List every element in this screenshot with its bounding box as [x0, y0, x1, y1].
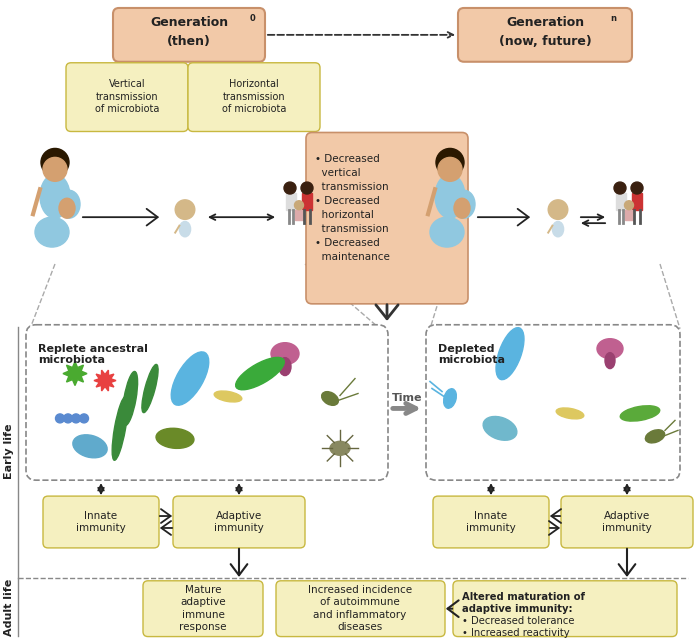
Ellipse shape	[63, 414, 72, 423]
Ellipse shape	[112, 397, 128, 460]
Text: Adaptive
immunity: Adaptive immunity	[602, 511, 652, 533]
FancyBboxPatch shape	[426, 325, 680, 480]
Circle shape	[548, 200, 568, 220]
Bar	[286, 193, 296, 210]
FancyBboxPatch shape	[26, 325, 388, 480]
Ellipse shape	[59, 198, 75, 218]
Text: (now, future): (now, future)	[498, 35, 591, 48]
Ellipse shape	[122, 372, 137, 426]
FancyBboxPatch shape	[173, 496, 305, 548]
Text: Early life: Early life	[4, 424, 14, 479]
Ellipse shape	[56, 414, 65, 423]
FancyBboxPatch shape	[276, 581, 445, 636]
Ellipse shape	[483, 417, 517, 440]
FancyBboxPatch shape	[561, 496, 693, 548]
Ellipse shape	[496, 328, 524, 380]
FancyBboxPatch shape	[188, 62, 320, 131]
Ellipse shape	[620, 406, 660, 421]
Circle shape	[175, 200, 195, 220]
Polygon shape	[94, 370, 116, 391]
Circle shape	[41, 148, 69, 176]
Circle shape	[43, 157, 67, 182]
Ellipse shape	[40, 175, 70, 218]
Bar	[632, 193, 642, 210]
Text: (then): (then)	[167, 35, 211, 48]
Ellipse shape	[435, 175, 465, 218]
Ellipse shape	[58, 190, 80, 218]
FancyBboxPatch shape	[306, 133, 468, 304]
Bar	[625, 210, 633, 220]
Ellipse shape	[556, 408, 584, 419]
Ellipse shape	[271, 343, 299, 365]
Text: Replete ancestral
microbiota: Replete ancestral microbiota	[38, 344, 148, 365]
Text: • Decreased
  vertical
  transmission
• Decreased
  horizontal
  transmission
• : • Decreased vertical transmission • Decr…	[315, 155, 390, 262]
FancyBboxPatch shape	[143, 581, 263, 636]
Circle shape	[436, 148, 464, 176]
Circle shape	[614, 182, 626, 194]
Circle shape	[625, 201, 634, 210]
Ellipse shape	[605, 353, 615, 368]
Ellipse shape	[453, 190, 475, 218]
FancyBboxPatch shape	[113, 8, 265, 62]
Ellipse shape	[645, 430, 665, 443]
Text: Time: Time	[391, 393, 422, 403]
FancyBboxPatch shape	[433, 496, 549, 548]
Ellipse shape	[236, 357, 285, 390]
Text: Innate
immunity: Innate immunity	[76, 511, 126, 533]
Text: n: n	[610, 14, 616, 23]
Ellipse shape	[35, 217, 69, 247]
Circle shape	[284, 182, 296, 194]
Circle shape	[631, 182, 643, 194]
Ellipse shape	[73, 435, 107, 458]
Ellipse shape	[552, 222, 564, 237]
Ellipse shape	[454, 198, 470, 218]
Text: Altered maturation of
adaptive immunity:: Altered maturation of adaptive immunity:	[462, 592, 585, 614]
Text: Horizontal
transmission
of microbiota: Horizontal transmission of microbiota	[222, 79, 286, 115]
Text: Vertical
transmission
of microbiota: Vertical transmission of microbiota	[95, 79, 159, 115]
Circle shape	[301, 182, 313, 194]
Ellipse shape	[142, 365, 158, 413]
Text: Generation: Generation	[150, 16, 228, 30]
Ellipse shape	[597, 339, 623, 359]
Bar	[616, 193, 626, 210]
Ellipse shape	[443, 389, 457, 408]
Text: Generation: Generation	[506, 16, 584, 30]
FancyBboxPatch shape	[43, 496, 159, 548]
Polygon shape	[63, 362, 87, 386]
Text: Adult life: Adult life	[4, 579, 14, 636]
Text: 0: 0	[250, 14, 256, 23]
Text: Mature
adaptive
immune
response: Mature adaptive immune response	[179, 585, 227, 632]
Ellipse shape	[330, 441, 350, 455]
Ellipse shape	[430, 217, 464, 247]
Ellipse shape	[80, 414, 89, 423]
Ellipse shape	[321, 392, 339, 405]
Text: Depleted
microbiota: Depleted microbiota	[438, 344, 505, 365]
Text: Adaptive
immunity: Adaptive immunity	[214, 511, 264, 533]
Text: • Decreased tolerance
• Increased reactivity: • Decreased tolerance • Increased reacti…	[462, 616, 575, 638]
Bar	[295, 210, 303, 220]
Ellipse shape	[180, 222, 191, 237]
Text: Innate
immunity: Innate immunity	[466, 511, 516, 533]
Ellipse shape	[171, 352, 209, 405]
FancyBboxPatch shape	[66, 62, 188, 131]
Ellipse shape	[71, 414, 81, 423]
Ellipse shape	[279, 357, 291, 375]
Ellipse shape	[214, 391, 242, 402]
FancyBboxPatch shape	[453, 581, 677, 636]
Ellipse shape	[156, 428, 194, 448]
Circle shape	[438, 157, 462, 182]
Bar	[302, 193, 312, 210]
FancyBboxPatch shape	[458, 8, 632, 62]
Circle shape	[294, 201, 303, 210]
Text: Increased incidence
of autoimmune
and inflammatory
diseases: Increased incidence of autoimmune and in…	[308, 585, 412, 632]
